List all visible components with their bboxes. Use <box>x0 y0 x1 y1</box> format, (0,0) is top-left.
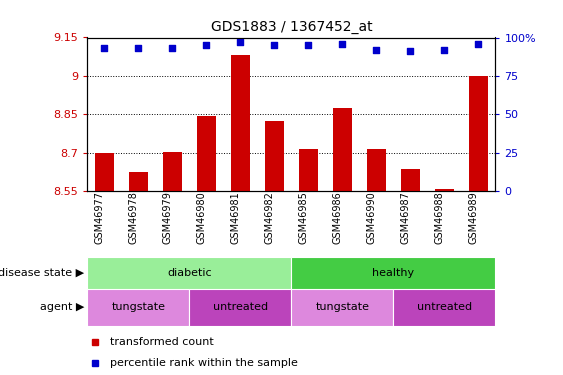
Bar <box>265 121 284 191</box>
Text: GSM46981: GSM46981 <box>230 191 240 244</box>
Text: GSM46987: GSM46987 <box>400 191 410 244</box>
Text: tungstate: tungstate <box>315 303 369 312</box>
Text: agent ▶: agent ▶ <box>40 303 84 312</box>
Bar <box>401 170 420 191</box>
Text: GSM46979: GSM46979 <box>162 191 172 244</box>
Text: GSM46980: GSM46980 <box>196 191 206 244</box>
Text: untreated: untreated <box>417 303 472 312</box>
Point <box>100 45 109 51</box>
Title: GDS1883 / 1367452_at: GDS1883 / 1367452_at <box>211 20 372 34</box>
Text: untreated: untreated <box>213 303 268 312</box>
Bar <box>189 289 292 326</box>
Point <box>474 40 483 46</box>
Bar <box>95 153 114 191</box>
Bar <box>333 108 352 191</box>
Text: GSM46985: GSM46985 <box>298 191 309 244</box>
Point <box>202 42 211 48</box>
Bar <box>87 289 189 326</box>
Bar <box>129 172 148 191</box>
Text: tungstate: tungstate <box>111 303 166 312</box>
Bar <box>197 116 216 191</box>
Bar <box>394 289 495 326</box>
Point <box>406 48 415 54</box>
Text: GSM46989: GSM46989 <box>468 191 479 244</box>
Point <box>168 45 177 51</box>
Text: GSM46990: GSM46990 <box>367 191 377 244</box>
Point <box>372 47 381 53</box>
Text: GSM46986: GSM46986 <box>332 191 342 244</box>
Bar <box>292 289 394 326</box>
Bar <box>231 56 249 191</box>
Point <box>338 40 347 46</box>
Text: healthy: healthy <box>372 268 414 278</box>
Point <box>236 39 245 45</box>
Bar <box>292 257 495 289</box>
Point <box>440 47 449 53</box>
Bar <box>469 76 488 191</box>
Text: percentile rank within the sample: percentile rank within the sample <box>110 358 298 368</box>
Bar <box>299 149 318 191</box>
Point <box>270 42 279 48</box>
Bar <box>163 152 182 191</box>
Bar <box>367 149 386 191</box>
Point <box>134 45 143 51</box>
Bar <box>435 189 454 191</box>
Bar <box>87 257 292 289</box>
Text: GSM46988: GSM46988 <box>435 191 444 244</box>
Point <box>304 42 313 48</box>
Text: diabetic: diabetic <box>167 268 212 278</box>
Text: transformed count: transformed count <box>110 336 213 346</box>
Text: GSM46982: GSM46982 <box>265 191 274 244</box>
Text: GSM46978: GSM46978 <box>128 191 138 244</box>
Text: disease state ▶: disease state ▶ <box>0 268 84 278</box>
Text: GSM46977: GSM46977 <box>94 191 104 244</box>
